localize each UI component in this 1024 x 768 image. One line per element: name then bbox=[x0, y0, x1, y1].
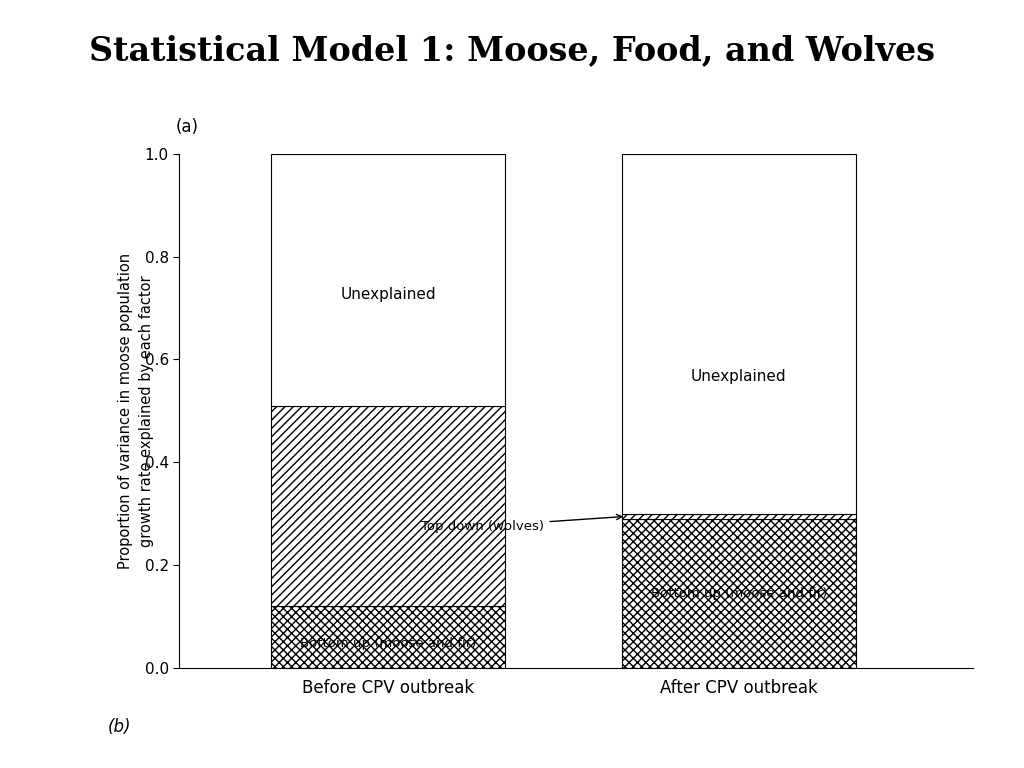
Bar bbox=[622, 154, 856, 514]
Y-axis label: Proportion of variance in moose population
growth rate explained by each factor: Proportion of variance in moose populati… bbox=[118, 253, 155, 569]
Text: (a): (a) bbox=[175, 118, 199, 136]
Bar bbox=[271, 154, 505, 406]
Text: Statistical Model 1: Moose, Food, and Wolves: Statistical Model 1: Moose, Food, and Wo… bbox=[89, 35, 935, 68]
Text: Top down (wolves): Top down (wolves) bbox=[422, 515, 622, 533]
Text: Unexplained: Unexplained bbox=[340, 287, 436, 303]
Text: Bottom up (moose and fir): Bottom up (moose and fir) bbox=[300, 637, 476, 650]
Text: (b): (b) bbox=[108, 718, 131, 736]
Bar bbox=[622, 519, 856, 668]
Bar bbox=[271, 406, 505, 607]
Text: Unexplained: Unexplained bbox=[691, 369, 786, 385]
Text: Bottom up (moose and fir): Bottom up (moose and fir) bbox=[650, 587, 827, 600]
Bar bbox=[271, 607, 505, 668]
Bar bbox=[622, 514, 856, 519]
